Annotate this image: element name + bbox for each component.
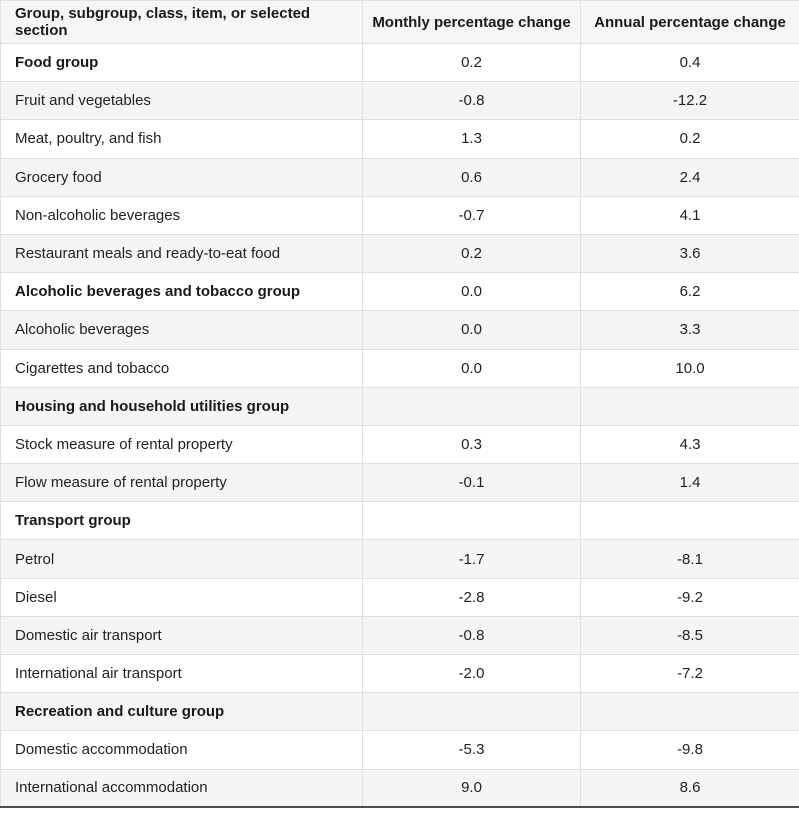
monthly-value: 1.3 <box>362 119 581 159</box>
table-row-recreation-culture-group: Recreation and culture group <box>0 692 799 732</box>
annual-value: -9.2 <box>580 577 799 617</box>
row-label: Domestic air transport <box>0 615 363 656</box>
row-label: Recreation and culture group <box>0 692 363 732</box>
monthly-value: 0.6 <box>362 157 581 197</box>
annual-value <box>580 386 799 426</box>
row-label: Food group <box>0 42 363 83</box>
table-row-fruit-and-vegetables: Fruit and vegetables -0.8 -12.2 <box>0 81 799 121</box>
annual-value: 1.4 <box>580 463 799 503</box>
row-label: Fruit and vegetables <box>0 81 363 121</box>
monthly-value: -0.8 <box>362 81 581 121</box>
annual-value: 10.0 <box>580 348 799 388</box>
table-row-non-alcoholic-beverages: Non-alcoholic beverages -0.7 4.1 <box>0 195 799 235</box>
annual-value: -12.2 <box>580 81 799 121</box>
row-label: Housing and household utilities group <box>0 386 363 426</box>
table-row-international-accommodation: International accommodation 9.0 8.6 <box>0 768 799 808</box>
table-row-domestic-air-transport: Domestic air transport -0.8 -8.5 <box>0 615 799 656</box>
annual-value: -7.2 <box>580 653 799 694</box>
annual-value: -8.5 <box>580 615 799 656</box>
row-label: Restaurant meals and ready-to-eat food <box>0 233 363 274</box>
monthly-value: 0.2 <box>362 233 581 274</box>
row-label: Domestic accommodation <box>0 730 363 770</box>
row-label: Alcoholic beverages <box>0 310 363 350</box>
annual-value: -8.1 <box>580 539 799 579</box>
table-row-petrol: Petrol -1.7 -8.1 <box>0 539 799 579</box>
annual-value: -9.8 <box>580 730 799 770</box>
annual-value <box>580 501 799 541</box>
row-label: Alcoholic beverages and tobacco group <box>0 272 363 312</box>
monthly-value: 0.0 <box>362 310 581 350</box>
table-row-restaurant-meals: Restaurant meals and ready-to-eat food 0… <box>0 233 799 274</box>
row-label: Diesel <box>0 577 363 617</box>
row-label: International air transport <box>0 653 363 694</box>
table-row-stock-measure-rental: Stock measure of rental property 0.3 4.3 <box>0 424 799 465</box>
table-row-cigarettes-and-tobacco: Cigarettes and tobacco 0.0 10.0 <box>0 348 799 388</box>
monthly-value: 9.0 <box>362 768 581 808</box>
monthly-value: -2.0 <box>362 653 581 694</box>
annual-value: 3.3 <box>580 310 799 350</box>
monthly-value: 0.0 <box>362 272 581 312</box>
header-row: Group, subgroup, class, item, or selecte… <box>0 0 799 44</box>
row-label: International accommodation <box>0 768 363 808</box>
monthly-value: -0.7 <box>362 195 581 235</box>
table-body: Food group 0.2 0.4 Fruit and vegetables … <box>0 42 799 808</box>
annual-value: 0.2 <box>580 119 799 159</box>
annual-value: 4.3 <box>580 424 799 465</box>
table-row-transport-group: Transport group <box>0 501 799 541</box>
column-header-group: Group, subgroup, class, item, or selecte… <box>0 0 363 44</box>
percentage-change-table: Group, subgroup, class, item, or selecte… <box>0 0 799 809</box>
annual-value: 0.4 <box>580 42 799 83</box>
table-row-alcoholic-beverages: Alcoholic beverages 0.0 3.3 <box>0 310 799 350</box>
row-label: Grocery food <box>0 157 363 197</box>
monthly-value <box>362 501 581 541</box>
annual-value: 8.6 <box>580 768 799 808</box>
monthly-value <box>362 692 581 732</box>
monthly-value: -2.8 <box>362 577 581 617</box>
row-label: Stock measure of rental property <box>0 424 363 465</box>
monthly-value: 0.3 <box>362 424 581 465</box>
percentage-change-table-container: Group, subgroup, class, item, or selecte… <box>0 0 799 809</box>
monthly-value: -5.3 <box>362 730 581 770</box>
row-label: Meat, poultry, and fish <box>0 119 363 159</box>
table-header: Group, subgroup, class, item, or selecte… <box>0 0 799 44</box>
annual-value: 4.1 <box>580 195 799 235</box>
column-header-monthly: Monthly percentage change <box>362 0 581 44</box>
row-label: Flow measure of rental property <box>0 463 363 503</box>
table-row-flow-measure-rental: Flow measure of rental property -0.1 1.4 <box>0 463 799 503</box>
table-row-alcoholic-beverages-tobacco-group: Alcoholic beverages and tobacco group 0.… <box>0 272 799 312</box>
table-row-diesel: Diesel -2.8 -9.2 <box>0 577 799 617</box>
table-row-domestic-accommodation: Domestic accommodation -5.3 -9.8 <box>0 730 799 770</box>
table-row-meat-poultry-fish: Meat, poultry, and fish 1.3 0.2 <box>0 119 799 159</box>
annual-value: 2.4 <box>580 157 799 197</box>
monthly-value: 0.2 <box>362 42 581 83</box>
row-label: Cigarettes and tobacco <box>0 348 363 388</box>
monthly-value: 0.0 <box>362 348 581 388</box>
row-label: Transport group <box>0 501 363 541</box>
monthly-value: -1.7 <box>362 539 581 579</box>
monthly-value <box>362 386 581 426</box>
table-row-housing-utilities-group: Housing and household utilities group <box>0 386 799 426</box>
column-header-annual: Annual percentage change <box>580 0 799 44</box>
annual-value <box>580 692 799 732</box>
table-row-international-air-transport: International air transport -2.0 -7.2 <box>0 653 799 694</box>
row-label: Petrol <box>0 539 363 579</box>
monthly-value: -0.1 <box>362 463 581 503</box>
table-row-grocery-food: Grocery food 0.6 2.4 <box>0 157 799 197</box>
annual-value: 6.2 <box>580 272 799 312</box>
annual-value: 3.6 <box>580 233 799 274</box>
table-row-food-group: Food group 0.2 0.4 <box>0 42 799 83</box>
monthly-value: -0.8 <box>362 615 581 656</box>
row-label: Non-alcoholic beverages <box>0 195 363 235</box>
